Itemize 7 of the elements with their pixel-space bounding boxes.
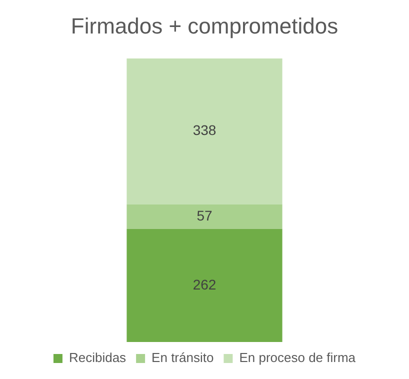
data-label: 57	[196, 207, 212, 224]
legend-label: Recibidas	[68, 350, 127, 366]
chart-title: Firmados + comprometidos	[70, 13, 338, 38]
legend-label: En proceso de firma	[239, 350, 356, 366]
legend-label: En tránsito	[152, 350, 214, 366]
data-label: 338	[192, 122, 216, 138]
data-label: 262	[192, 276, 216, 292]
